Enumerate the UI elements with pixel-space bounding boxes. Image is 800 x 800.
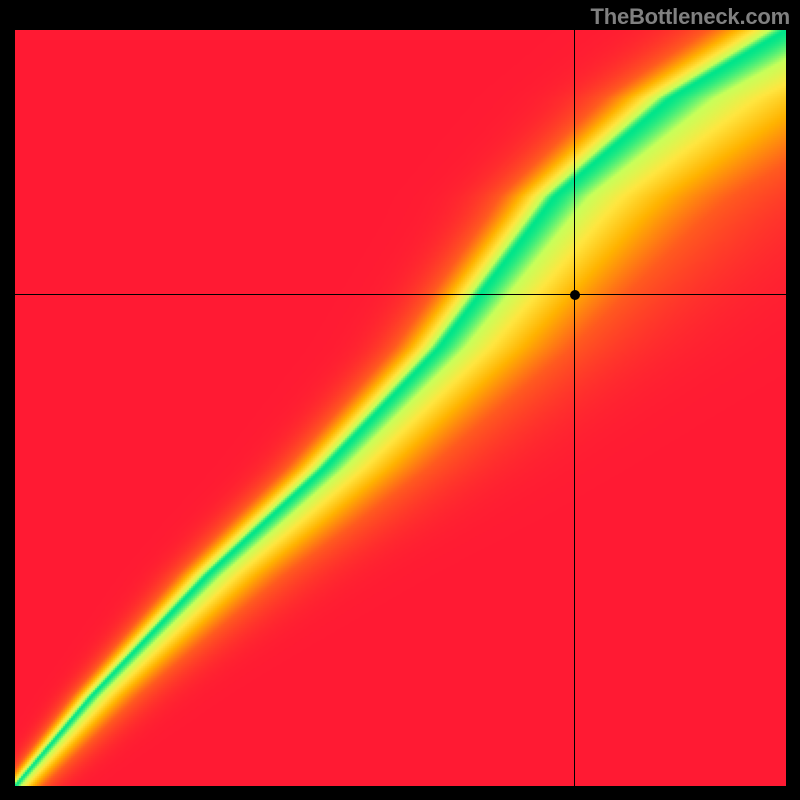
watermark-text: TheBottleneck.com (590, 4, 790, 30)
crosshair-vertical (574, 30, 575, 786)
marker-dot (570, 290, 580, 300)
heatmap-canvas (15, 30, 786, 786)
crosshair-horizontal (15, 294, 786, 295)
chart-container: TheBottleneck.com (0, 0, 800, 800)
